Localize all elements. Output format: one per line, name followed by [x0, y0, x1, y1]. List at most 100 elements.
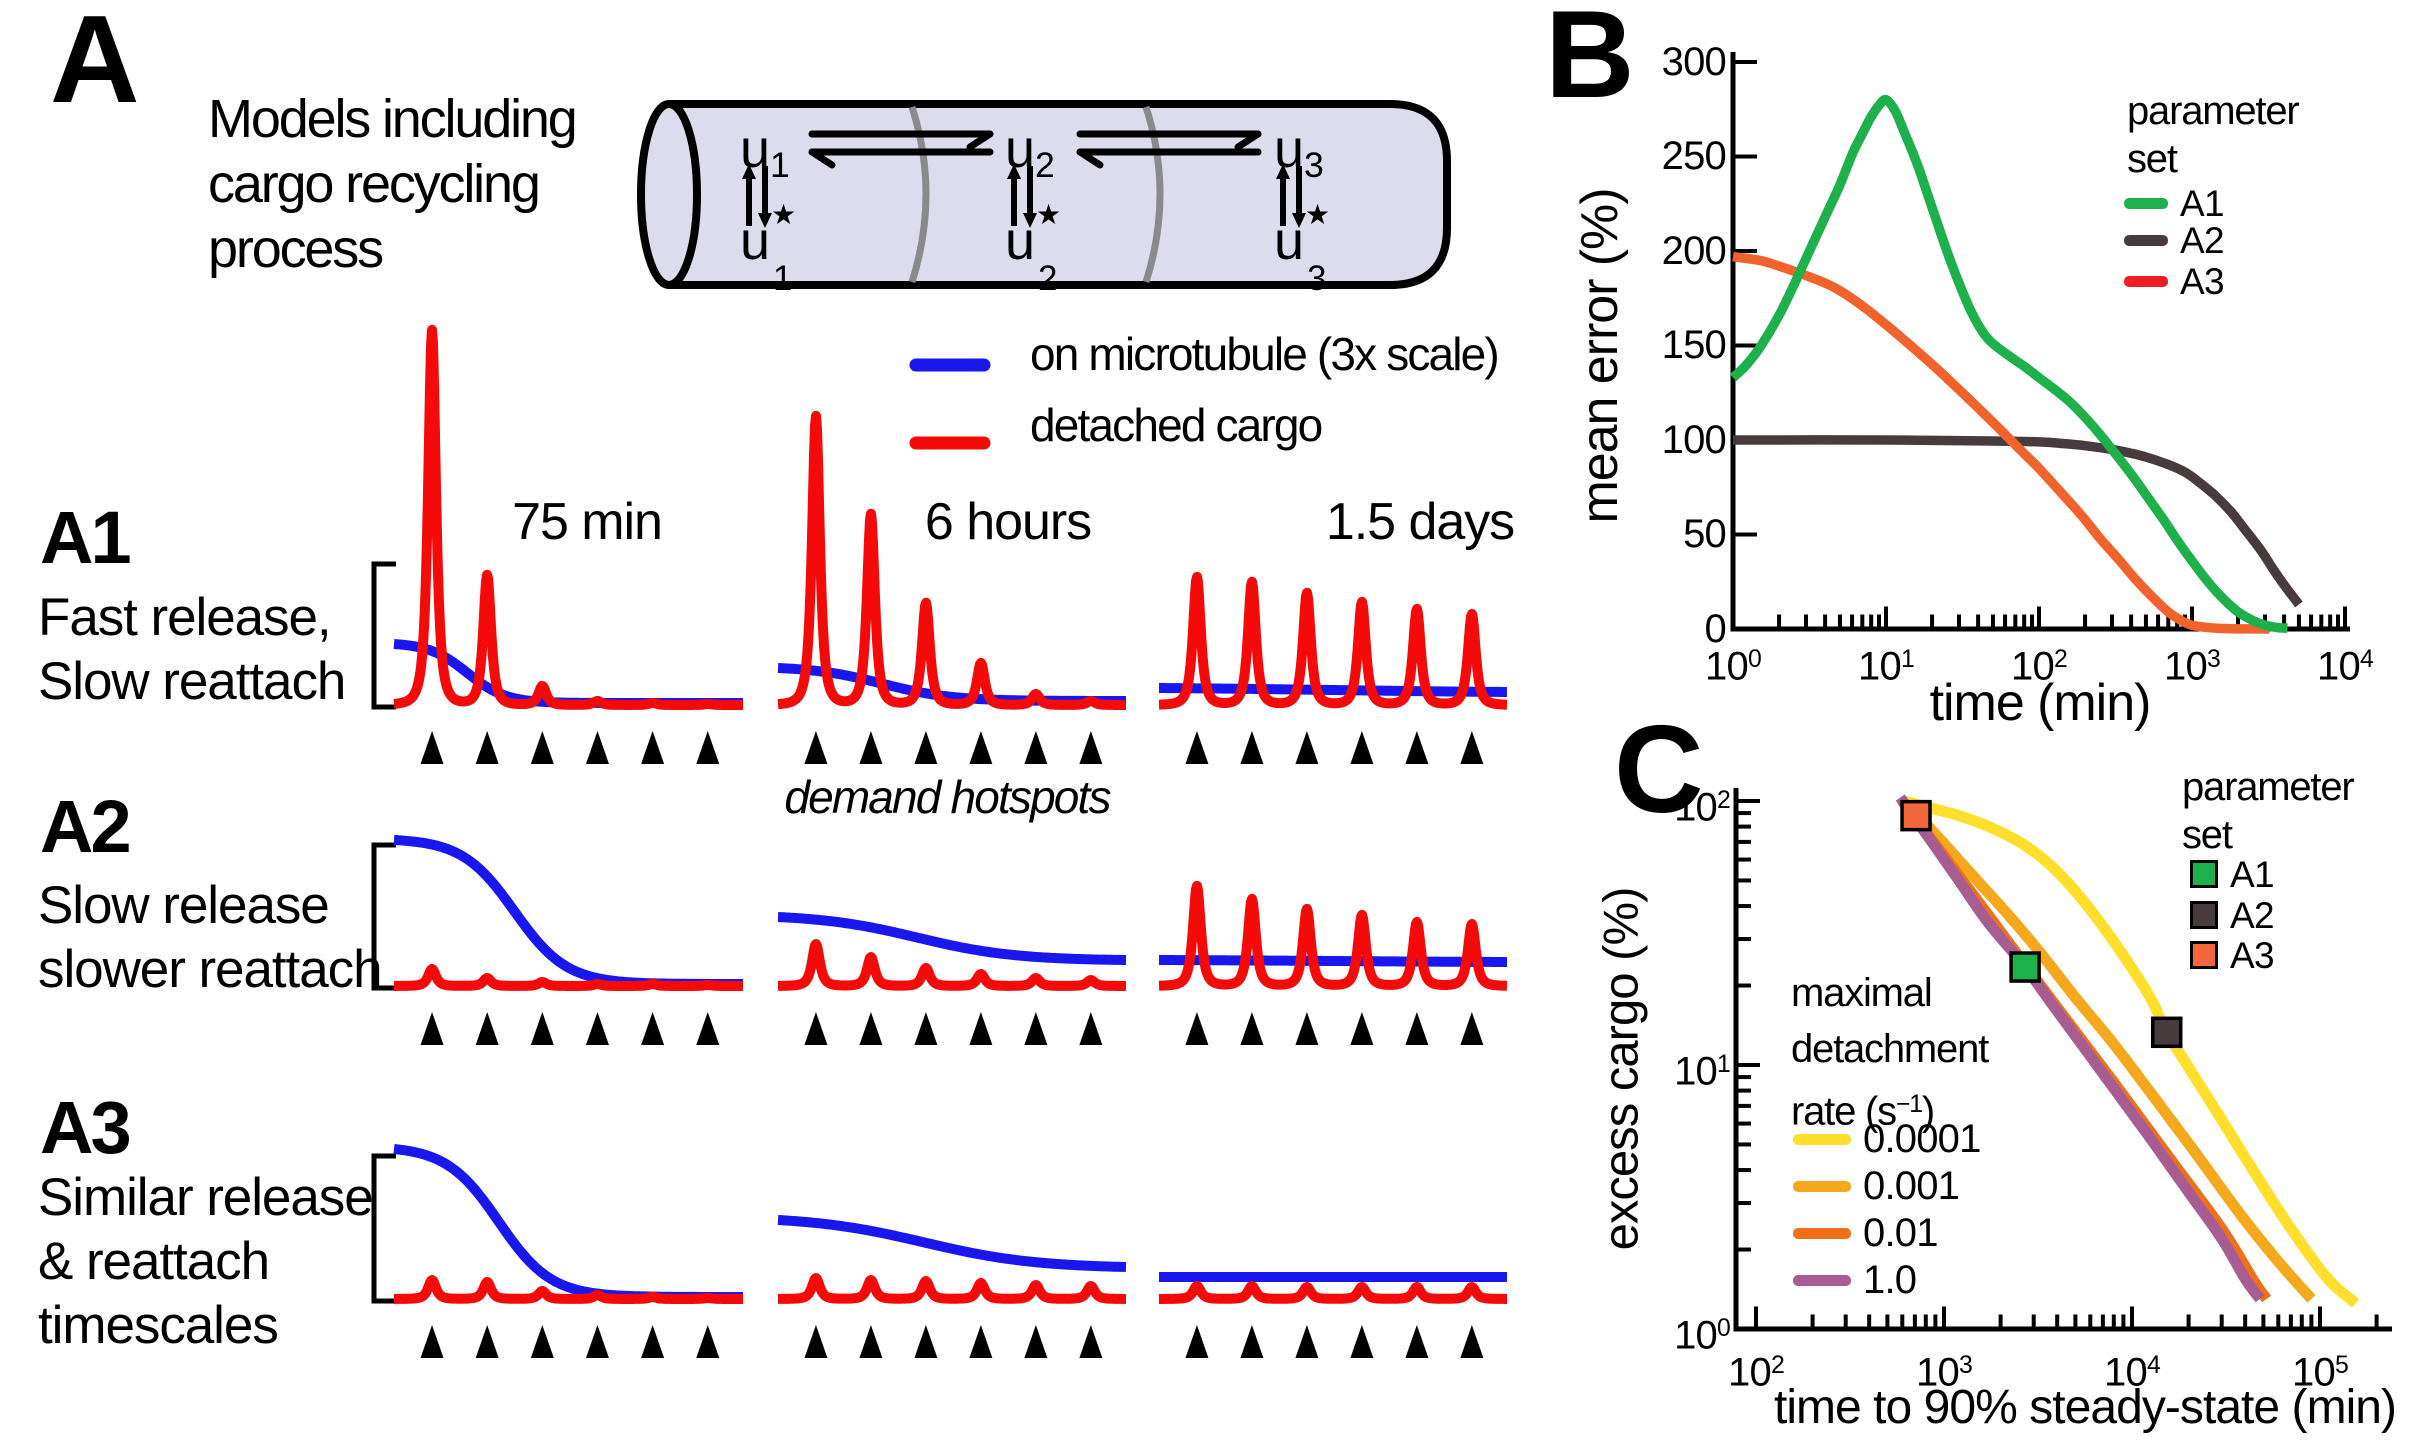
panelC-rate-item-0.01: 0.01	[1793, 1207, 1938, 1259]
cylinder-u1star-label: u ★ 1	[740, 199, 797, 298]
panelC-legend-item-A1: A1	[2190, 848, 2275, 900]
panelC-marker-A1	[2009, 951, 2041, 983]
panelC-rate-label-1.0: 1.0	[1863, 1258, 1917, 1302]
panelB-legend-swatch-A1	[2124, 197, 2168, 209]
panelB-ytick-label-150: 150	[1661, 323, 1727, 367]
cylinder-divider-2	[1142, 105, 1164, 284]
subplot-A2-col2	[774, 912, 1130, 1045]
curve-red-A3-col2	[774, 1272, 1130, 1304]
subplot-A3-col3	[1155, 1272, 1511, 1358]
panelC-xtick-label-10e3: 103	[1916, 1350, 1973, 1395]
hotspot-triangle-A2-col2-2	[859, 1012, 883, 1045]
harpoon-right-icon	[1076, 130, 1262, 151]
panelB-ytick-label-50: 50	[1683, 512, 1727, 556]
hotspot-triangle-A3-col3-4	[1350, 1325, 1374, 1358]
cylinder-u3star-label: u ★ 3	[1274, 199, 1331, 298]
hotspot-triangle-A1-col1-5	[641, 731, 665, 764]
panelB-ytick-label-200: 200	[1661, 228, 1727, 273]
panelB-xtick-label-10e1: 101	[1858, 644, 1915, 689]
panelC-ytick-label-10e1: 101	[1674, 1048, 1731, 1093]
hotspot-triangle-A1-col3-4	[1350, 731, 1374, 764]
hotspot-triangle-A2-col3-1	[1185, 1012, 1209, 1045]
cylinder-left-cap	[637, 100, 701, 289]
panelC-legend-swatch-A2	[2190, 901, 2218, 929]
hotspot-triangle-A3-col1-5	[641, 1325, 665, 1358]
hotspot-triangle-A1-col2-5	[1024, 731, 1048, 764]
subplot-A1-col3	[1155, 571, 1511, 764]
hotspot-triangle-A1-col1-3	[530, 731, 554, 764]
curve-red-A2-col2	[774, 938, 1130, 991]
panelB-xtick-label-10e4: 104	[2317, 644, 2374, 689]
panelB-curve-A3	[1732, 251, 2270, 634]
hotspot-triangle-A2-col2-1	[804, 1012, 828, 1045]
exchange-harpoons	[808, 130, 994, 169]
time-label-75min: 75 min	[512, 493, 663, 551]
panelC-rate-swatch-0.0001	[1793, 1133, 1851, 1145]
row-a1-desc: Fast release, Slow reattach	[38, 588, 346, 711]
panelB-xtick-label-10e2: 102	[2011, 644, 2068, 689]
hotspot-triangle-A1-col3-3	[1295, 731, 1319, 764]
panelC-legend-swatch-A3	[2190, 941, 2218, 969]
curve-red-A1-col1	[390, 324, 747, 710]
curve-red-A2-col1	[390, 963, 747, 991]
hotspot-triangle-A2-col2-3	[914, 1012, 938, 1045]
cylinder-divider-1	[908, 105, 930, 284]
curve-blue-A3-col1	[391, 1144, 746, 1302]
panelC-legend-item-A3: A3	[2190, 929, 2275, 981]
panel-b-letter: B	[1545, 0, 1635, 124]
down-arrow-head-icon	[1023, 213, 1037, 228]
down-arrow-head-icon	[1292, 213, 1306, 228]
panel-a-title: Models including cargo recycling process	[208, 87, 578, 282]
row-a2-desc: Slow release slower reattach	[38, 876, 383, 999]
cylinder-u2star-label: u ★ 2	[1005, 199, 1062, 298]
hotspot-triangle-A1-col2-1	[804, 731, 828, 764]
curve-red-A3-col3	[1155, 1280, 1511, 1304]
panelB-ytick-label-250: 250	[1661, 134, 1727, 178]
hotspot-triangle-A1-col1-2	[475, 731, 499, 764]
panelC-marker-A2	[2150, 1016, 2183, 1049]
hotspot-triangle-A2-col1-1	[420, 1012, 444, 1045]
legend-label-detached-cargo: detached cargo	[1030, 399, 1323, 451]
panelB-ytick-label-100: 100	[1661, 417, 1727, 462]
curve-blue-A2-col2	[775, 912, 1129, 965]
hotspot-triangle-A3-col1-1	[420, 1325, 444, 1358]
panelC-line-rate-1.0	[1895, 794, 2265, 1303]
cylinder-u3-label: u3	[1274, 119, 1324, 185]
cylinder-u1-label: u1	[740, 119, 790, 185]
row-a3-desc: Similar release & reattach timescales	[38, 1168, 374, 1355]
hotspot-triangle-A1-col1-4	[585, 731, 609, 764]
curve-blue-A1-col3	[1156, 683, 1510, 697]
attach-detach-arrows-2	[1007, 164, 1037, 228]
panelB-legend-label-A2: A2	[2180, 219, 2225, 261]
subplot-A1-col2	[774, 410, 1130, 764]
curve-blue-A2-col3	[1156, 955, 1510, 967]
time-label-1p5days: 1.5 days	[1325, 493, 1515, 551]
hotspot-triangle-A2-col3-2	[1240, 1012, 1264, 1045]
curve-blue-A3-col2	[775, 1215, 1129, 1272]
hotspot-triangle-A2-col3-5	[1405, 1012, 1429, 1045]
row-a3-id: A3	[40, 1086, 132, 1169]
hotspot-triangle-A2-col1-6	[696, 1012, 720, 1045]
hotspot-triangle-A1-col2-4	[969, 731, 993, 764]
panel-a-title-line2: cargo recycling	[208, 154, 541, 214]
hotspot-triangle-A3-col2-3	[914, 1325, 938, 1358]
scale-bracket-A2	[371, 842, 396, 991]
panelB-xtick-label-10e3: 103	[2164, 644, 2221, 689]
panelB-ytick-label-0: 0	[1704, 606, 1727, 651]
panel-b-legend-title: parameter set	[2127, 89, 2300, 181]
hotspot-triangle-A2-col2-6	[1079, 1012, 1103, 1045]
hotspot-triangle-A3-col1-4	[585, 1325, 609, 1358]
up-arrow-head-icon	[1276, 164, 1290, 179]
cylinder-body-outline	[669, 100, 1451, 289]
curve-blue-A2-col1	[391, 835, 746, 989]
panelB-curve-A2	[1732, 435, 2303, 608]
panelC-rate-swatch-0.01	[1793, 1227, 1851, 1239]
time-label-6hours: 6 hours	[924, 493, 1092, 551]
panelC-rate-swatch-0.001	[1793, 1180, 1851, 1192]
panel-c-legend-title: parameter set	[2182, 765, 2355, 857]
hotspot-triangle-A3-col3-5	[1405, 1325, 1429, 1358]
hotspot-triangle-A2-col1-2	[475, 1012, 499, 1045]
hotspot-triangle-A1-col2-2	[859, 731, 883, 764]
